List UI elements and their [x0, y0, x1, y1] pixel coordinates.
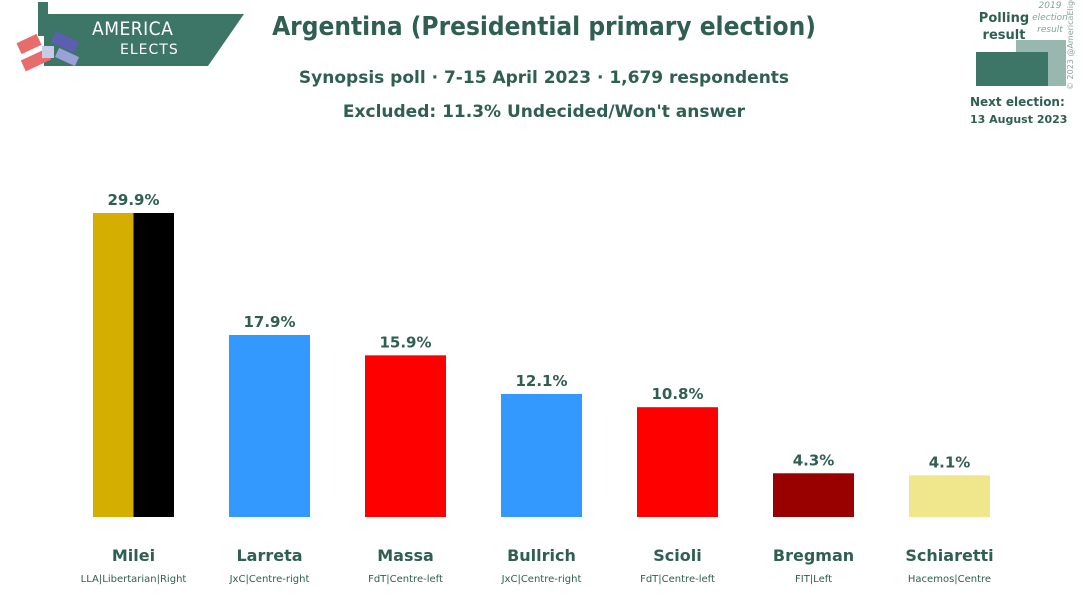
candidate-party: Hacemos|Centre	[908, 574, 991, 585]
value-label: 15.9%	[379, 333, 431, 351]
candidate-name: Massa	[377, 546, 434, 565]
america-elects-logo: AMERICA ELECTS	[8, 2, 248, 82]
value-label: 4.1%	[929, 453, 971, 471]
candidate-party: FdT|Centre-left	[640, 574, 715, 585]
excluded-note: Excluded: 11.3% Undecided/Won't answer	[342, 102, 746, 122]
bar-larreta	[229, 335, 310, 517]
bar-scioli	[637, 407, 718, 517]
logo-title: AMERICA	[92, 18, 174, 40]
candidate-name: Bregman	[773, 546, 854, 565]
bar-bregman	[773, 473, 854, 517]
value-label: 4.3%	[793, 451, 835, 469]
logo-mark-icon	[16, 2, 80, 72]
poll-subtitle: Synopsis poll · 7-15 April 2023 · 1,679 …	[298, 68, 790, 88]
legend-polling-label: Polling result	[978, 11, 1030, 43]
logo-subtitle: ELECTS	[120, 42, 179, 58]
candidate-party: JxC|Centre-right	[229, 574, 310, 585]
candidate-name: Bullrich	[507, 546, 576, 565]
bar-bullrich	[501, 393, 582, 517]
candidate-party: FdT|Centre-left	[368, 574, 443, 585]
chart-title: Argentina (Presidential primary election…	[272, 12, 816, 42]
value-label: 29.9%	[107, 191, 159, 209]
candidate-name: Larreta	[236, 546, 302, 565]
bar-milei-1	[93, 213, 134, 517]
candidate-party: JxC|Centre-right	[501, 574, 582, 585]
candidate-party: LLA|Libertarian|Right	[81, 574, 187, 585]
legend-2019-label: 2019 election result	[1032, 1, 1068, 35]
next-election-label: Next election:	[970, 95, 1065, 109]
candidate-name: Scioli	[653, 546, 701, 565]
value-label: 10.8%	[651, 385, 703, 403]
value-label: 17.9%	[243, 313, 295, 331]
candidate-name: Schiaretti	[905, 546, 993, 565]
candidate-name: Milei	[112, 546, 155, 565]
value-label: 12.1%	[515, 372, 567, 390]
legend-polling-swatch	[976, 52, 1048, 86]
legend: Polling result 2019 election result © 20…	[970, 0, 1088, 140]
bar-schiaretti	[909, 475, 990, 517]
next-election-date: 13 August 2023	[970, 113, 1068, 126]
bar-milei-2	[133, 213, 174, 517]
bar-massa	[365, 355, 446, 517]
candidate-party: FIT|Left	[795, 574, 832, 585]
